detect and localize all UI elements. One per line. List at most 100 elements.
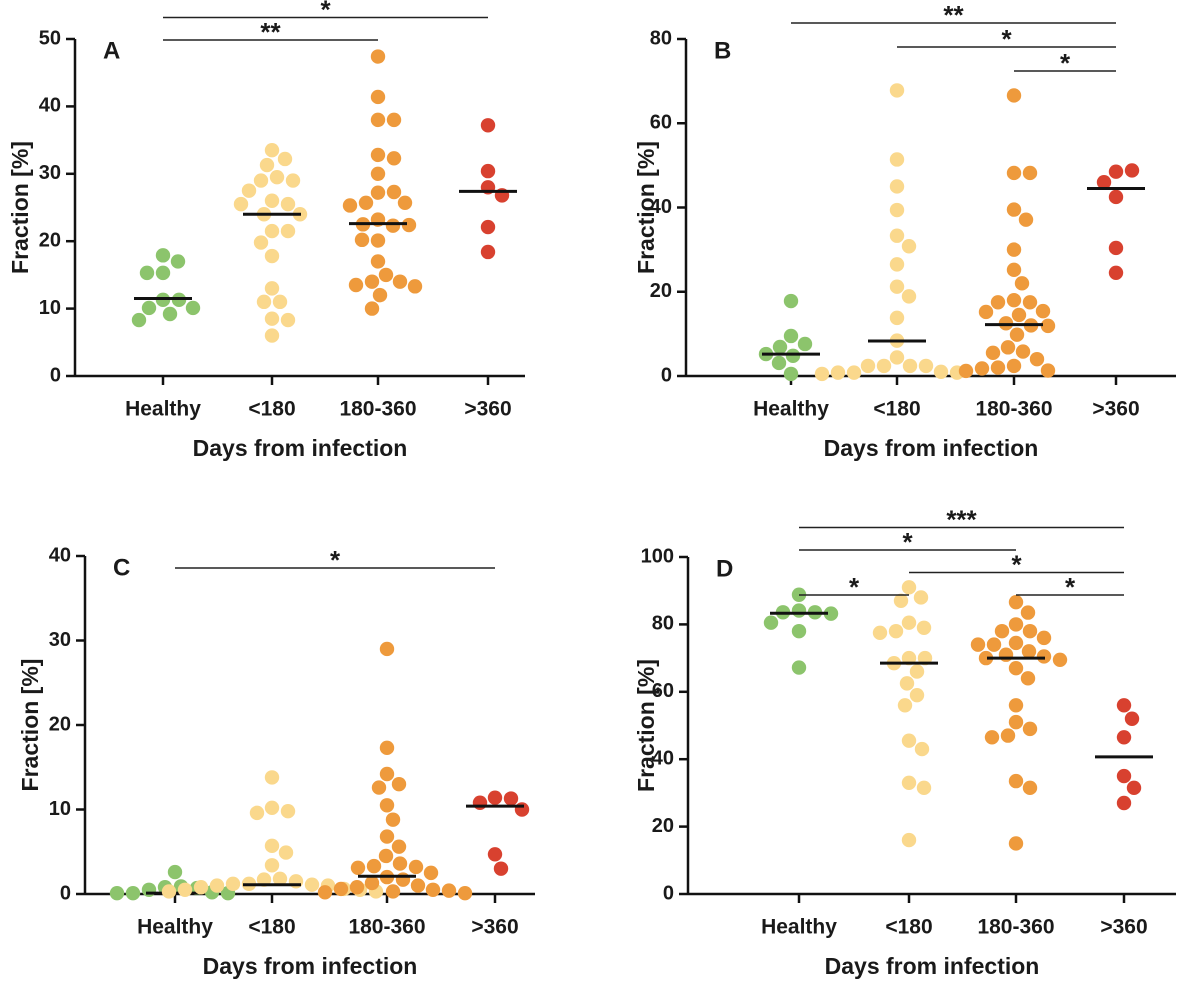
x-tick-label: Healthy [761,916,837,939]
data-point [1014,276,1030,291]
significance-label: *** [946,504,977,534]
data-point [1006,165,1022,181]
x-tick-label: <180 [248,916,295,939]
y-tick-label: 40 [49,544,71,566]
significance-label: * [320,0,331,24]
data-point [264,858,280,873]
data-point [280,312,296,328]
data-point [984,730,1000,745]
y-tick-label: 80 [652,613,674,635]
data-point [889,202,905,218]
data-point [791,623,807,639]
y-tick-label: 0 [50,364,61,386]
data-point [901,775,917,790]
data-point [1036,649,1052,664]
data-point [493,861,509,876]
data-point [1006,242,1022,257]
data-point [264,770,280,785]
data-point [901,239,917,254]
data-point [392,274,408,289]
data-point [269,169,285,185]
x-tick-label: 180-360 [339,398,416,421]
data-point [899,676,915,691]
data-point [783,293,799,309]
x-axis-label: Days from infection [203,953,418,979]
x-tick-label: Healthy [137,916,213,939]
data-point [1020,671,1036,686]
data-point [1006,88,1022,103]
significance-label: * [902,527,913,557]
data-point [264,223,280,239]
x-tick-label: 180-360 [975,398,1052,421]
data-point [860,358,876,374]
data-point [1018,212,1034,227]
data-point [772,339,788,355]
data-point [1108,240,1124,256]
x-tick-label: >360 [1100,916,1147,939]
data-point [277,151,293,167]
data-point [1022,721,1038,737]
data-point [994,623,1010,639]
data-point [1009,327,1025,342]
data-point [370,112,386,128]
significance-label: ** [943,0,964,30]
data-point [378,267,394,283]
data-point [783,366,799,382]
data-point [990,360,1006,375]
data-point [155,248,171,263]
data-point [1008,698,1024,713]
data-point [342,198,358,213]
data-point [354,232,370,248]
data-point [392,856,408,871]
data-point [889,179,905,194]
data-point [185,300,201,316]
y-axis-label: Fraction [%] [633,141,659,274]
data-point [763,615,779,630]
y-tick-label: 40 [39,95,61,117]
data-point [889,83,905,98]
data-point [410,878,426,893]
y-tick-label: 0 [661,364,672,386]
data-point [371,780,387,795]
data-point [177,882,193,897]
data-point [370,49,386,64]
data-point [386,112,402,128]
data-point [783,328,799,344]
data-point [893,593,909,609]
data-point [1124,711,1140,726]
data-point [264,193,280,208]
data-point [370,89,386,105]
data-point [1008,617,1024,632]
data-point [379,829,395,844]
data-point [1108,164,1124,179]
data-point [785,348,801,363]
data-point [978,650,994,666]
data-point [241,183,257,198]
data-point [288,874,304,889]
data-point [889,257,905,272]
data-point [391,839,407,854]
x-tick-label: 180-360 [977,916,1054,939]
data-point [425,882,441,897]
data-point [333,881,349,897]
y-tick-label: 80 [650,27,672,49]
data-point [109,885,125,901]
data-point [872,625,888,641]
x-tick-label: Healthy [753,398,829,421]
data-point [272,871,288,886]
data-point [933,364,949,379]
data-point [480,118,496,133]
data-point [1021,644,1037,659]
data-point [1035,303,1051,319]
x-axis-label: Days from infection [825,953,1040,979]
x-tick-label: Healthy [125,398,201,421]
y-tick-label: 20 [39,229,61,251]
x-axis-label: Days from infection [193,435,408,461]
significance-label: * [330,545,341,575]
panel-letter: A [103,37,120,64]
x-axis-label: Days from infection [824,435,1039,461]
data-point [797,336,813,352]
y-tick-label: 30 [39,162,61,184]
data-point [379,798,395,813]
data-point [480,244,496,260]
